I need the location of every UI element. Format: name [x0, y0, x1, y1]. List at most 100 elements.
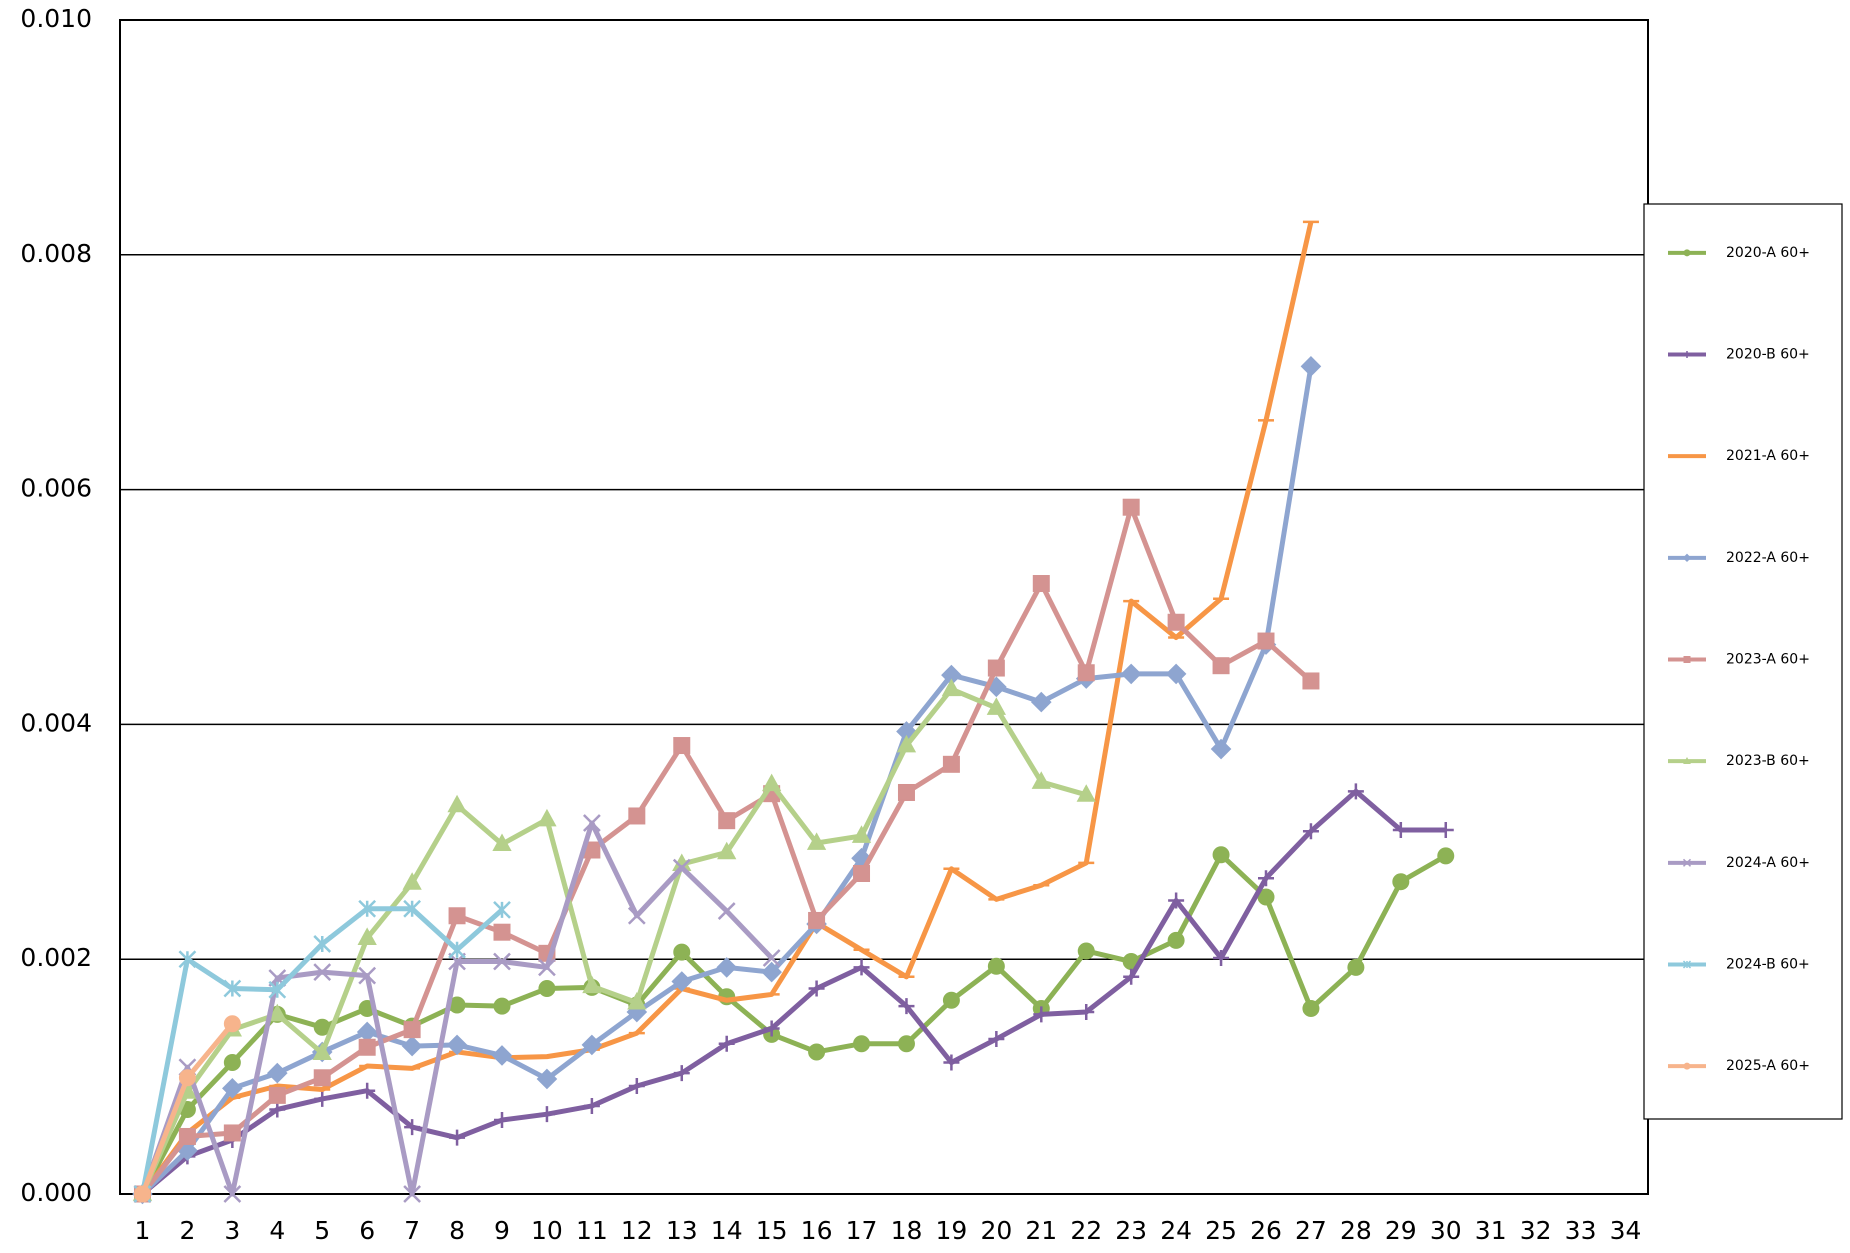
data-point: [1077, 664, 1095, 682]
x-tick-label: 9: [494, 1216, 510, 1245]
legend-label: 2023-B 60+: [1726, 753, 1810, 769]
x-tick-label: 2: [179, 1216, 195, 1245]
x-tick-label: 4: [269, 1216, 285, 1245]
data-point: [1302, 1000, 1320, 1018]
data-point: [762, 949, 781, 967]
x-tick-label: 25: [1205, 1216, 1237, 1245]
x-tick-label: 27: [1295, 1216, 1327, 1245]
data-point: [449, 1129, 466, 1146]
data-point: [941, 678, 962, 697]
data-point: [1300, 356, 1322, 377]
data-point: [628, 1077, 645, 1094]
y-tick-label: 0.004: [20, 708, 92, 737]
y-tick-label: 0.006: [20, 474, 92, 503]
x-tick-label: 24: [1160, 1216, 1192, 1245]
legend-label: 2022-A 60+: [1726, 550, 1810, 566]
data-point: [853, 959, 870, 976]
data-point: [853, 864, 871, 882]
data-point: [1347, 958, 1365, 976]
series-line: [140, 686, 1087, 1196]
data-point: [493, 952, 511, 971]
legend-label: 2021-A 60+: [1726, 448, 1810, 464]
legend-label: 2024-A 60+: [1726, 855, 1810, 871]
legend-marker: [1683, 351, 1691, 358]
x-tick-label: 15: [756, 1216, 788, 1245]
data-point: [133, 1185, 151, 1203]
data-point: [223, 1015, 241, 1033]
legend-label: 2020-B 60+: [1726, 347, 1810, 363]
data-point: [582, 975, 602, 994]
data-point: [1302, 672, 1320, 690]
x-tick-label: 10: [531, 1216, 563, 1245]
data-point: [1078, 1004, 1095, 1021]
data-point: [1437, 847, 1455, 865]
data-point: [313, 1069, 331, 1087]
data-point: [673, 1065, 690, 1082]
data-point: [493, 901, 511, 919]
data-point: [267, 1003, 287, 1022]
x-tick-label: 11: [576, 1216, 608, 1245]
data-point: [942, 755, 960, 773]
data-point: [988, 1031, 1005, 1048]
data-point: [446, 1034, 468, 1056]
data-point: [1123, 968, 1140, 985]
plot-frame: [119, 19, 1649, 1195]
data-point: [493, 923, 511, 941]
x-tick-label: 34: [1610, 1216, 1642, 1245]
data-point: [806, 832, 827, 850]
data-point: [358, 899, 377, 918]
x-tick-label: 8: [449, 1216, 465, 1245]
data-point: [581, 1034, 603, 1056]
data-point: [178, 1127, 196, 1145]
data-point: [268, 980, 287, 999]
data-point: [896, 734, 917, 753]
x-tick-label: 30: [1430, 1216, 1462, 1245]
data-point: [716, 957, 738, 978]
data-point: [1031, 771, 1051, 789]
data-point: [403, 1185, 422, 1203]
legend-label: 2020-A 60+: [1726, 245, 1810, 261]
data-point: [582, 814, 601, 832]
data-point: [178, 950, 197, 969]
legend-marker: [1682, 960, 1692, 969]
x-tick-label: 7: [404, 1216, 420, 1245]
data-point: [269, 1101, 286, 1118]
x-tick-label: 20: [980, 1216, 1012, 1245]
x-tick-label: 13: [666, 1216, 698, 1245]
x-tick-label: 26: [1250, 1216, 1282, 1245]
data-point: [403, 1021, 421, 1039]
series-line: [140, 788, 1446, 1196]
data-point: [851, 825, 872, 843]
data-point: [1212, 657, 1230, 675]
data-point: [762, 773, 782, 792]
data-point: [492, 833, 512, 852]
x-tick-label: 29: [1385, 1216, 1417, 1245]
data-point: [673, 943, 691, 961]
data-point: [718, 1035, 735, 1052]
data-point: [538, 1106, 555, 1123]
data-point: [314, 1090, 331, 1107]
data-point: [1258, 870, 1274, 887]
data-point: [536, 1068, 558, 1090]
data-point: [1212, 846, 1230, 864]
data-point: [358, 1038, 376, 1056]
data-point: [1120, 663, 1142, 685]
data-point: [808, 1043, 826, 1061]
legend-label: 2025-A 60+: [1726, 1058, 1810, 1074]
data-point: [671, 971, 693, 992]
data-point: [1392, 822, 1409, 839]
data-point: [359, 1082, 376, 1099]
data-point: [942, 991, 960, 1009]
data-point: [628, 807, 646, 825]
legend-marker: [1683, 249, 1691, 257]
x-tick-label: 6: [359, 1216, 375, 1245]
data-point: [1168, 892, 1185, 909]
data-point: [627, 992, 647, 1010]
legend-marker: [1683, 1062, 1691, 1070]
data-point: [268, 1086, 286, 1104]
data-point: [627, 906, 646, 925]
data-point: [1076, 784, 1096, 802]
data-point: [404, 1119, 421, 1136]
data-point: [493, 997, 511, 1015]
